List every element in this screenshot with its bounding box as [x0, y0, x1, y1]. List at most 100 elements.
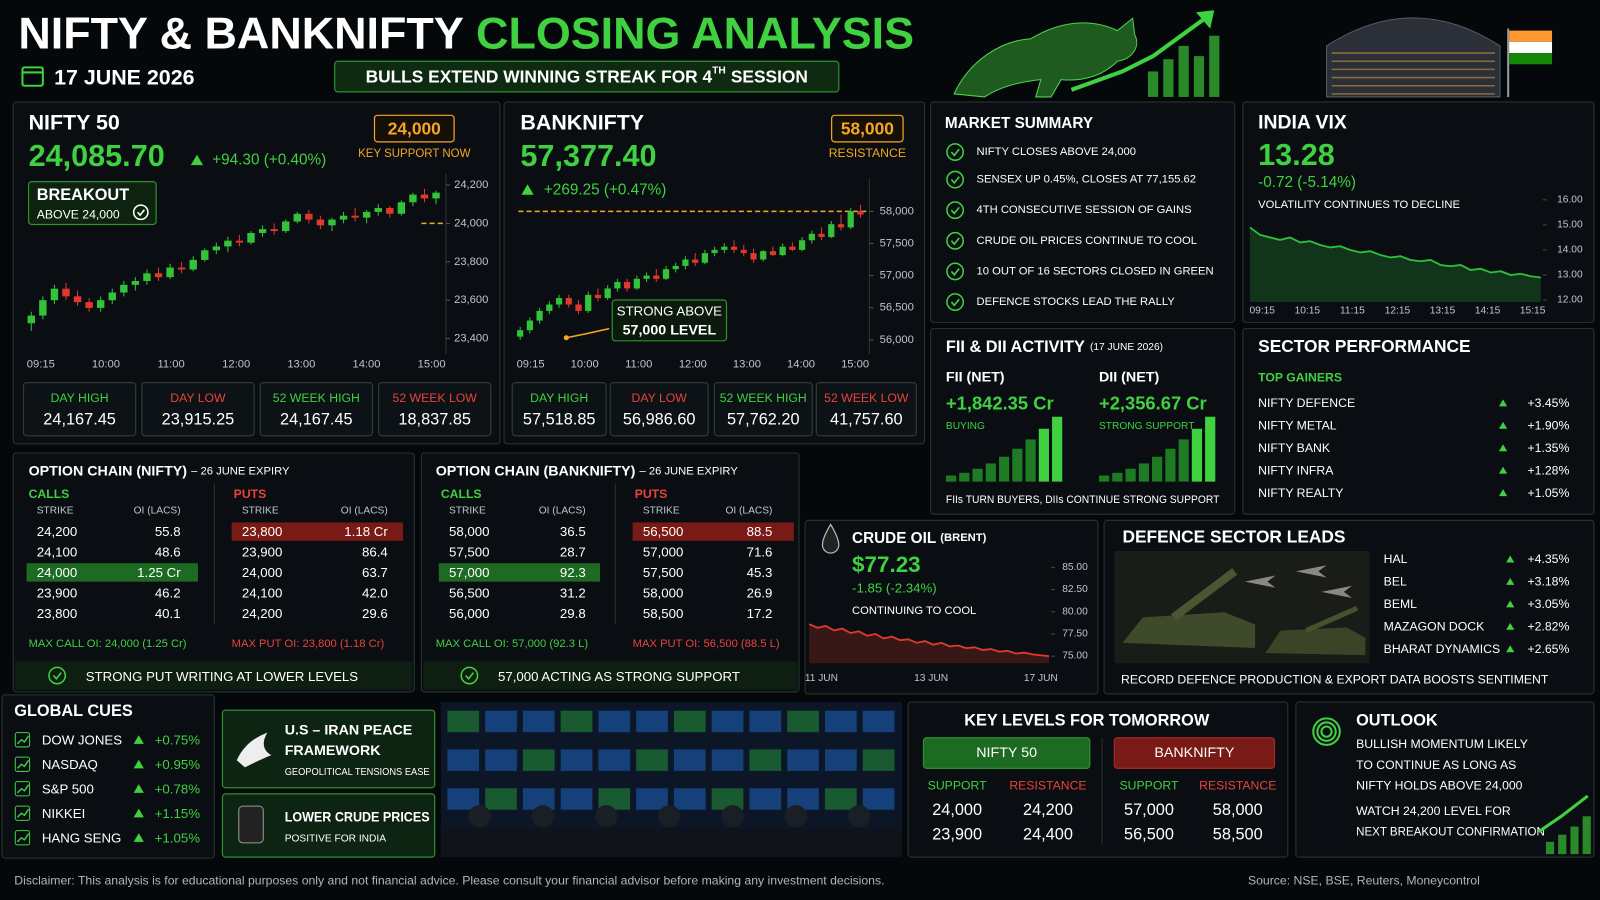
max-put: MAX PUT OI: 56,500 (88.5 L) — [633, 638, 780, 650]
panel-title: INDIA VIX — [1258, 111, 1347, 133]
open-interest: 88.5 — [747, 524, 773, 539]
drop-icon — [821, 523, 840, 554]
up-arrow — [1498, 399, 1508, 407]
highlight-row — [231, 522, 404, 541]
resistance-value: 24,200 — [1023, 801, 1073, 819]
candle-body — [594, 294, 602, 299]
sector-change: +1.90% — [1528, 419, 1570, 433]
x-tick-label: 15:00 — [841, 358, 869, 370]
stock-name: BHARAT DYNAMICS — [1384, 642, 1500, 656]
bar-icon — [1098, 475, 1110, 482]
stock-name: MAZAGON DOCK — [1384, 620, 1485, 634]
candle-body — [374, 208, 382, 212]
check-icon — [52, 672, 62, 681]
market-icon — [16, 784, 30, 794]
up-arrow — [133, 808, 144, 818]
check-icon — [946, 293, 965, 311]
stat-value: 57,762.20 — [727, 410, 800, 428]
open-interest: 40.1 — [155, 606, 181, 621]
y-tick-label: 23,600 — [454, 294, 488, 306]
index-change: +94.30 (+0.40%) — [212, 152, 326, 169]
open-interest: 29.8 — [560, 606, 586, 621]
strike: 24,000 — [37, 565, 78, 580]
candle-body — [847, 211, 854, 228]
candle-body — [432, 192, 440, 199]
stat-value: 24,167.45 — [280, 410, 353, 428]
person-art — [658, 805, 681, 828]
title-highlight: CLOSING ANALYSIS — [476, 7, 914, 58]
date: 17 JUNE 2026 — [54, 66, 195, 90]
index-change: +0.75% — [155, 732, 201, 747]
up-arrow — [1498, 421, 1508, 429]
banner-text: BULLS EXTEND WINNING STREAK FOR 4TH SESSI… — [366, 66, 808, 87]
calendar-icon — [21, 66, 44, 87]
candle-body — [235, 240, 244, 243]
news-card — [221, 709, 436, 789]
badge-title: BREAKOUT — [37, 186, 129, 204]
strike: 24,100 — [242, 585, 283, 600]
candle-body — [682, 259, 689, 266]
x-tick-label: 13:00 — [287, 358, 315, 370]
calls-label: CALLS — [29, 487, 70, 501]
market-icon — [14, 830, 31, 846]
up-arrow — [1498, 489, 1508, 497]
panel-footer: FIIs TURN BUYERS, DIIs CONTINUE STRONG S… — [946, 494, 1220, 506]
check-icon — [136, 209, 146, 217]
person-art — [847, 805, 871, 828]
target-icon — [1312, 717, 1341, 746]
panel — [1242, 327, 1595, 515]
bar-art — [1558, 834, 1567, 855]
flow-note: STRONG SUPPORT — [1099, 421, 1194, 432]
summary-item: 10 OUT OF 16 SECTORS CLOSED IN GREEN — [977, 265, 1214, 277]
check-icon — [950, 148, 960, 157]
screen-art — [521, 709, 556, 734]
screen-art — [672, 709, 707, 734]
open-interest: 1.25 Cr — [137, 565, 181, 580]
screen-art — [823, 748, 858, 772]
y-tick-label: 56,500 — [880, 302, 914, 314]
summary-item: NIFTY CLOSES ABOVE 24,000 — [977, 146, 1136, 158]
flag-art — [1509, 41, 1553, 54]
candle-body — [39, 300, 47, 316]
column-header: STRIKE — [643, 506, 680, 517]
check-icon — [460, 666, 479, 685]
panel — [804, 519, 1099, 695]
candle-body — [740, 249, 747, 254]
candle-body — [837, 224, 845, 228]
candle-body — [316, 219, 325, 226]
source: Source: NSE, BSE, Reuters, Moneycontrol — [1248, 874, 1480, 888]
sector-change: +1.35% — [1528, 441, 1570, 455]
expiry: – 26 JUNE EXPIRY — [640, 465, 739, 477]
max-call: MAX CALL OI: 24,000 (1.25 Cr) — [29, 638, 187, 650]
screen-art — [823, 709, 858, 734]
stat-label: 52 WEEK HIGH — [720, 391, 807, 405]
panel-title: DEFENCE SECTOR LEADS — [1122, 527, 1345, 547]
y-tick-label: 23,800 — [454, 256, 488, 268]
candle-body — [672, 265, 679, 270]
up-arrow — [1506, 600, 1515, 608]
stat-value: 18,837.85 — [398, 410, 471, 428]
support-label: SUPPORT — [928, 779, 987, 793]
y-tick-label: 24,200 — [454, 179, 488, 191]
x-tick-label: 11:15 — [1340, 306, 1365, 317]
panel-title: MARKET SUMMARY — [945, 115, 1093, 132]
x-tick-label: 10:00 — [571, 358, 599, 370]
panel — [1, 694, 215, 859]
market-icon — [14, 732, 31, 748]
up-arrow — [133, 784, 144, 793]
bar-icon — [1165, 448, 1176, 482]
candle-body — [305, 213, 313, 220]
strike: 57,500 — [643, 565, 684, 580]
x-tick-label: 13:15 — [1430, 306, 1456, 317]
stat-value: 24,167.45 — [43, 410, 116, 428]
summary-item: SENSEX UP 0.45%, CLOSES AT 77,155.62 — [977, 174, 1197, 186]
market-icon — [16, 735, 30, 745]
person-art — [784, 805, 808, 828]
key-level-box — [373, 114, 455, 143]
x-tick-label: 15:00 — [418, 358, 446, 370]
y-tick-label: 85.00 — [1062, 562, 1088, 573]
resistance-value: 58,500 — [1213, 826, 1263, 844]
screen-art — [672, 787, 707, 811]
candle-body — [575, 304, 582, 311]
